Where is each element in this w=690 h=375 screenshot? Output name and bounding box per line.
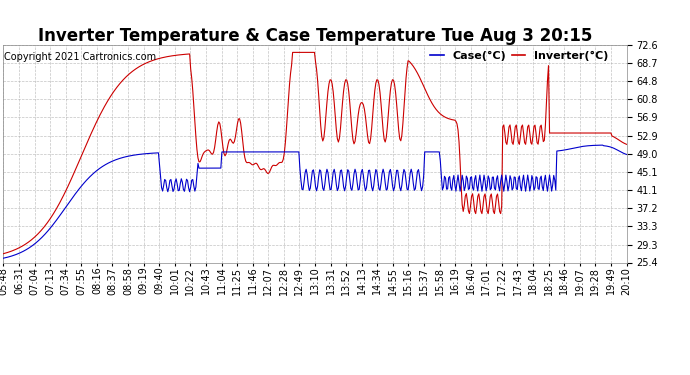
Text: Copyright 2021 Cartronics.com: Copyright 2021 Cartronics.com [4,51,156,62]
Title: Inverter Temperature & Case Temperature Tue Aug 3 20:15: Inverter Temperature & Case Temperature … [38,27,592,45]
Legend: Case(°C), Inverter(°C): Case(°C), Inverter(°C) [431,51,609,61]
